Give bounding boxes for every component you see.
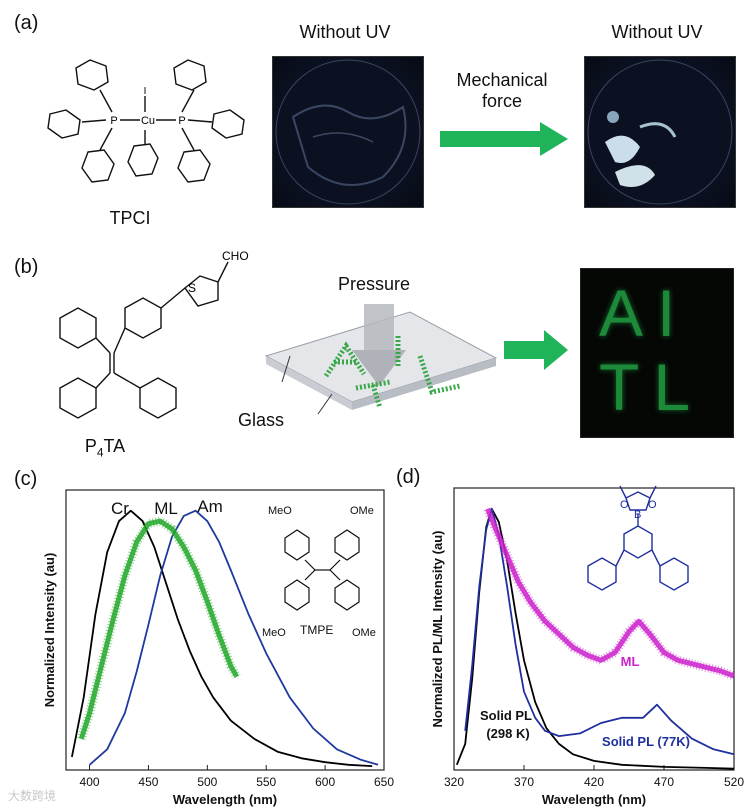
photo-right-title: Without UV bbox=[611, 22, 703, 42]
atom-i: I bbox=[144, 86, 147, 97]
chart-d: 320 370 420 470 520 Wavelength (nm) Normalized… bbox=[430, 485, 744, 807]
tmpe-group-2: MeO bbox=[262, 627, 286, 639]
pressure-result-arrow bbox=[504, 330, 568, 370]
boronate-atom-0: O bbox=[620, 499, 629, 511]
tmpe-group-0: MeO bbox=[268, 505, 292, 517]
series-line-0 bbox=[71, 509, 373, 767]
series-line-1 bbox=[89, 509, 379, 766]
panel-label-a: (a) bbox=[14, 12, 39, 34]
y-axis-label: Normalized Intensity (au) bbox=[42, 553, 57, 708]
x-tick-label-320: 320 bbox=[444, 775, 464, 789]
green-emission-photo: AI TL bbox=[580, 268, 734, 438]
boronate-structure bbox=[587, 485, 689, 591]
tmpe-structure bbox=[284, 529, 360, 611]
arrow-text-force: force bbox=[481, 91, 523, 111]
series-line-2 bbox=[485, 507, 735, 679]
photo-without-uv-after bbox=[584, 56, 736, 208]
pressure-label: Pressure bbox=[338, 274, 411, 294]
panel-label-d: (d) bbox=[396, 466, 421, 488]
series-noise-2 bbox=[77, 516, 241, 741]
atom-s: S bbox=[188, 281, 196, 295]
annotation-0: ML bbox=[621, 654, 640, 669]
mechanical-force-arrow bbox=[440, 122, 568, 156]
atom-cu: Cu bbox=[141, 115, 155, 127]
boronate-atom-2: O bbox=[648, 499, 657, 511]
atom-cho: CHO bbox=[222, 249, 249, 263]
annotation-am: Am bbox=[197, 497, 223, 516]
photo-left-title: Without UV bbox=[299, 22, 391, 42]
photo-text-ai: AI bbox=[599, 276, 690, 350]
x-tick-label-550: 550 bbox=[256, 775, 276, 789]
x-tick-label-470: 470 bbox=[654, 775, 674, 789]
annotation-cr: Cr bbox=[111, 499, 129, 518]
tpci-structure: P Cu I P bbox=[47, 59, 245, 183]
annotation-1: Solid PL bbox=[480, 708, 532, 723]
chart-c: 400 450 500 550 600 650 Wavelength (nm) Normali… bbox=[42, 489, 394, 807]
glass-pressure-diagram bbox=[264, 304, 498, 415]
annotation-2: (298 K) bbox=[486, 726, 529, 741]
panel-label-c: (c) bbox=[14, 468, 38, 490]
plot-frame bbox=[65, 489, 385, 771]
annotation-3: Solid PL (77K) bbox=[602, 734, 690, 749]
y-axis-label: Normalized PL/ML Intensity (au) bbox=[430, 531, 445, 728]
x-tick-label-600: 600 bbox=[315, 775, 335, 789]
tmpe-group-3: OMe bbox=[352, 627, 376, 639]
x-tick-label-370: 370 bbox=[514, 775, 534, 789]
x-tick-label-520: 520 bbox=[724, 775, 744, 789]
p4ta-label: P4TA bbox=[84, 436, 126, 460]
photo-without-uv-before bbox=[272, 56, 424, 208]
atom-p-left: P bbox=[110, 115, 117, 127]
series-line-2 bbox=[78, 518, 239, 740]
tmpe-group-1: OMe bbox=[350, 505, 374, 517]
tmpe-label: TMPE bbox=[300, 623, 333, 637]
x-tick-label-450: 450 bbox=[138, 775, 158, 789]
x-axis-label: Wavelength (nm) bbox=[173, 792, 277, 807]
boronate-atom-1: B bbox=[634, 509, 641, 521]
watermark: 大数跨境 bbox=[8, 789, 57, 803]
atom-p-right: P bbox=[178, 115, 185, 127]
tpci-label: TPCI bbox=[109, 208, 151, 228]
arrow-text-mechanical: Mechanical bbox=[456, 70, 548, 90]
x-tick-label-420: 420 bbox=[584, 775, 604, 789]
x-axis-label: Wavelength (nm) bbox=[542, 792, 646, 807]
series-line-1 bbox=[464, 508, 735, 756]
annotation-ml: ML bbox=[154, 499, 178, 518]
x-tick-label-500: 500 bbox=[197, 775, 217, 789]
x-tick-label-650: 650 bbox=[374, 775, 394, 789]
p4ta-structure: S CHO bbox=[59, 249, 249, 419]
photo-text-tl: TL bbox=[599, 350, 705, 424]
panel-label-b: (b) bbox=[14, 256, 39, 278]
x-tick-label-400: 400 bbox=[80, 775, 100, 789]
glass-label: Glass bbox=[238, 410, 285, 430]
